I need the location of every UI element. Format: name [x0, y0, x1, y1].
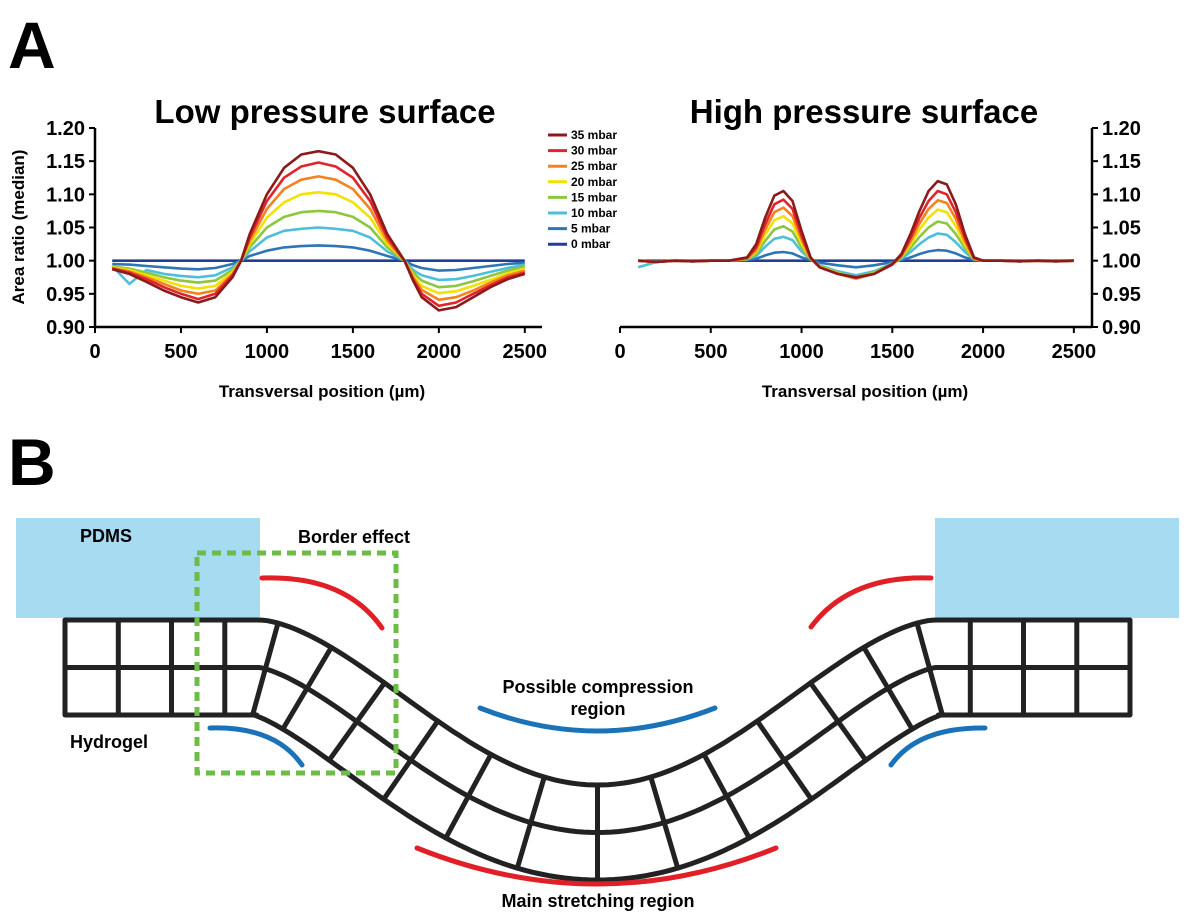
border-effect-label: Border effect — [298, 527, 410, 547]
x-axis-label-low: Transversal position (µm) — [219, 382, 425, 401]
panel-a-letter: A — [8, 8, 56, 82]
compression-label-line2: region — [570, 699, 625, 719]
series-line-35-mbar — [111, 149, 526, 312]
series-line-35-mbar — [638, 179, 1074, 279]
y-tick-label: 1.20 — [1102, 118, 1141, 140]
mesh-column-line — [443, 751, 494, 841]
y-tick-label: 0.90 — [1102, 317, 1141, 339]
series-line-10-mbar — [111, 226, 526, 286]
x-tick-label: 2000 — [961, 341, 1006, 363]
y-tick-label: 1.05 — [46, 218, 85, 240]
chart-low-pressure: Low pressure surface 0 500 1000 1500 2000 250… — [9, 93, 617, 401]
mesh-column-line — [280, 644, 334, 732]
mesh-column-line — [914, 620, 945, 718]
legend-label: 5 mbar — [571, 222, 611, 236]
y-tick-label: 1.00 — [1102, 251, 1141, 273]
hydrogel-label: Hydrogel — [70, 732, 148, 752]
y-tick-label: 1.10 — [46, 184, 85, 206]
chart-title-high: High pressure surface — [690, 93, 1038, 130]
left-series-lines — [111, 149, 526, 312]
compression-arc-center — [477, 705, 718, 734]
stretch-arc-left — [259, 575, 385, 631]
x-tick-label: 500 — [164, 341, 197, 363]
pdms-block-left — [16, 518, 260, 618]
y-tick-label: 0.95 — [46, 284, 85, 306]
x-tick-label: 2000 — [417, 341, 462, 363]
mesh-column-line — [701, 751, 752, 841]
series-line-5-mbar — [112, 244, 525, 272]
series-line-20-mbar — [111, 191, 526, 295]
legend-label: 10 mbar — [571, 206, 617, 220]
mesh-column-line — [754, 718, 814, 802]
hydrogel-diagram: PDMS Border effect Possible compression … — [16, 518, 1179, 911]
compression-arc-left — [207, 725, 305, 768]
x-tick-label: 2500 — [1052, 341, 1097, 363]
x-tick-label: 1500 — [870, 341, 915, 363]
series-line-10-mbar — [637, 232, 1074, 277]
y-tick-label: 1.10 — [1102, 184, 1141, 206]
mesh-column-line — [808, 680, 869, 763]
stretch-arc-right — [808, 575, 934, 630]
x-tick-label: 500 — [694, 341, 727, 363]
y-tick-label: 1.05 — [1102, 218, 1141, 240]
chart-title-low: Low pressure surface — [154, 93, 495, 130]
y-tick-label: 1.20 — [46, 118, 85, 140]
series-line-15-mbar — [638, 220, 1074, 279]
border-effect-box — [194, 550, 399, 776]
mesh-column-line — [326, 680, 387, 763]
legend-label: 20 mbar — [571, 175, 617, 189]
compression-arc-right — [888, 725, 988, 768]
legend-label: 30 mbar — [571, 144, 617, 158]
stretching-label: Main stretching region — [501, 891, 694, 911]
right-series-lines — [637, 179, 1074, 280]
mesh-column-line — [861, 644, 915, 732]
x-tick-label: 1000 — [779, 341, 824, 363]
y-axis-label-low: Area ratio (median) — [9, 150, 28, 305]
legend-label: 0 mbar — [571, 237, 611, 251]
mesh-column-line — [381, 718, 441, 802]
series-line-5-mbar — [638, 248, 1074, 269]
mesh-column-line — [514, 774, 547, 871]
stretch-arc-bottom — [414, 845, 779, 887]
x-axis-label-high: Transversal position (µm) — [762, 382, 968, 401]
mesh-column-line — [648, 774, 681, 871]
x-tick-label: 0 — [89, 341, 100, 363]
legend-label: 35 mbar — [571, 128, 617, 142]
panel-b-letter: B — [8, 425, 56, 499]
y-tick-label: 0.95 — [1102, 284, 1141, 306]
series-line-25-mbar — [111, 175, 526, 302]
x-tick-label: 1000 — [245, 341, 290, 363]
series-line-15-mbar — [112, 209, 526, 289]
y-tick-label: 1.15 — [1102, 151, 1141, 173]
hydrogel-mesh — [62, 617, 1133, 883]
mesh-column-line — [250, 620, 281, 718]
x-tick-label: 1500 — [331, 341, 376, 363]
series-line-30-mbar — [111, 161, 526, 308]
chart-high-pressure: High pressure surface 0 500 1000 1500 2000 25… — [614, 93, 1141, 401]
y-tick-label: 1.15 — [46, 151, 85, 173]
y-tick-label: 0.90 — [46, 317, 85, 339]
pdms-label: PDMS — [80, 526, 132, 546]
left-axes: 0 500 1000 1500 2000 2500 0.90 0.95 1.00 1.05 1.10… — [46, 118, 547, 363]
compression-label-line1: Possible compression — [502, 677, 693, 697]
series-line-30-mbar — [638, 189, 1074, 280]
pdms-block-right — [935, 518, 1179, 618]
x-tick-label: 0 — [614, 341, 625, 363]
y-tick-label: 1.00 — [46, 251, 85, 273]
legend-label: 15 mbar — [571, 190, 617, 204]
legend-label: 25 mbar — [571, 159, 617, 173]
x-tick-label: 2500 — [503, 341, 548, 363]
